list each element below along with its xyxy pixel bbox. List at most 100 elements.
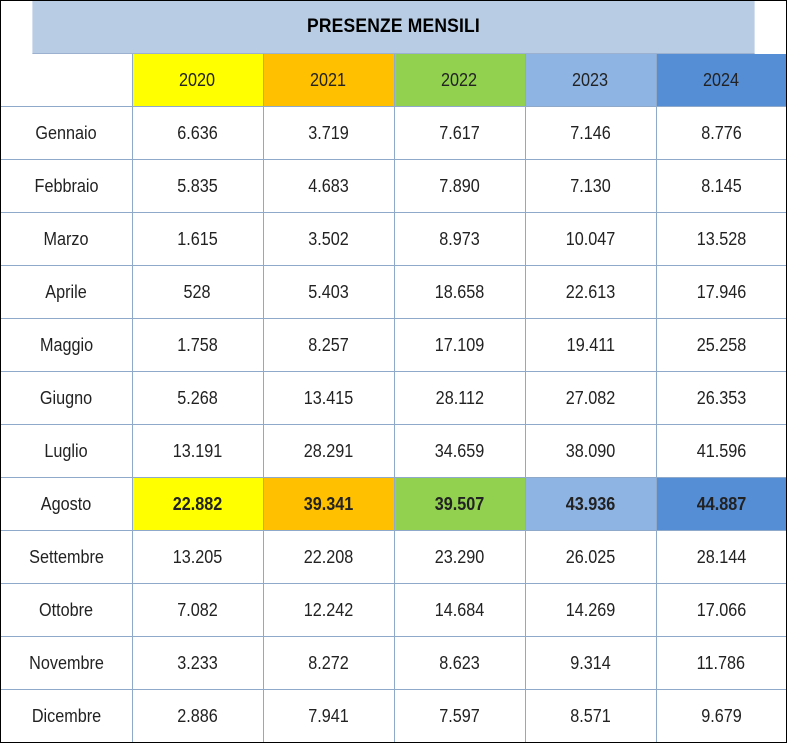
value-cell: 7.597 [393, 689, 526, 742]
value-text: 43.936 [565, 493, 616, 514]
month-label: Giugno [40, 387, 93, 408]
value-text: 27.082 [565, 387, 616, 408]
value-text: 14.684 [434, 599, 485, 620]
value-cell: 8.571 [524, 689, 657, 742]
value-text: 13.205 [172, 546, 223, 567]
table-row: Gennaio 6.636 3.719 7.617 7.146 8.776 [1, 106, 786, 160]
value-text: 23.290 [434, 546, 485, 567]
value-text: 11.786 [697, 652, 746, 673]
value-cell: 13.415 [262, 371, 395, 425]
month-label: Luglio [44, 440, 88, 461]
value-text: 13.415 [303, 387, 354, 408]
value-cell: 5.268 [131, 371, 264, 425]
value-cell: 27.082 [524, 371, 657, 425]
value-cell: 6.636 [131, 106, 264, 160]
value-cell: 14.684 [393, 583, 526, 637]
value-cell: 10.047 [524, 212, 657, 266]
value-cell: 7.941 [262, 689, 395, 742]
corner-cell [1, 54, 133, 107]
month-label: Dicembre [31, 705, 101, 726]
table-row: Luglio 13.191 28.291 34.659 38.090 41.596 [1, 424, 786, 478]
month-cell: Novembre [1, 636, 133, 690]
value-cell: 8.973 [393, 212, 526, 266]
value-text: 25.258 [696, 334, 747, 355]
value-text: 9.314 [570, 652, 611, 673]
value-text: 17.109 [434, 334, 485, 355]
value-text: 28.144 [696, 546, 747, 567]
value-cell: 22.882 [131, 477, 264, 531]
table-body: 2020 2021 2022 2023 2024 Gennaio 6.636 3.719 7.6… [1, 54, 786, 742]
value-text: 7.130 [570, 175, 611, 196]
month-cell: Agosto [1, 477, 133, 531]
value-text: 19.411 [566, 334, 615, 355]
value-text: 13.191 [172, 440, 223, 461]
value-cell: 9.679 [655, 689, 786, 742]
value-text: 44.887 [696, 493, 747, 514]
value-text: 8.272 [308, 652, 349, 673]
value-text: 6.636 [177, 122, 218, 143]
month-label: Agosto [41, 493, 92, 514]
value-text: 1.615 [177, 228, 218, 249]
value-cell: 22.613 [524, 265, 657, 319]
table-row: Aprile 528 5.403 18.658 22.613 17.946 [1, 265, 786, 319]
value-text: 18.658 [434, 281, 485, 302]
value-cell: 28.144 [655, 530, 786, 584]
year-header-label: 2020 [179, 69, 216, 90]
value-cell: 13.205 [131, 530, 264, 584]
year-header-2020: 2020 [131, 54, 264, 107]
value-cell: 13.528 [655, 212, 786, 266]
year-header-2021: 2021 [262, 54, 395, 107]
month-cell: Dicembre [1, 689, 133, 742]
value-text: 8.776 [700, 122, 742, 143]
value-cell: 28.112 [393, 371, 526, 425]
year-header-label: 2021 [310, 69, 347, 90]
value-cell: 28.291 [262, 424, 395, 478]
value-text: 34.659 [434, 440, 485, 461]
value-cell: 41.596 [655, 424, 786, 478]
value-cell: 5.835 [131, 159, 264, 213]
year-header-2022: 2022 [393, 54, 526, 107]
month-cell: Febbraio [1, 159, 133, 213]
value-text: 10.047 [565, 228, 616, 249]
value-text: 17.946 [696, 281, 747, 302]
month-label: Gennaio [35, 122, 97, 143]
month-cell: Settembre [1, 530, 133, 584]
value-text: 3.233 [177, 652, 218, 673]
table-row: Febbraio 5.835 4.683 7.890 7.130 8.145 [1, 159, 786, 213]
month-cell: Maggio [1, 318, 133, 372]
header-row: 2020 2021 2022 2023 2024 [1, 54, 786, 107]
value-cell: 19.411 [524, 318, 657, 372]
value-text: 26.025 [565, 546, 616, 567]
month-cell: Gennaio [1, 106, 133, 160]
value-cell: 17.066 [655, 583, 786, 637]
value-text: 3.502 [308, 228, 349, 249]
year-header-2023: 2023 [524, 54, 657, 107]
year-header-label: 2024 [703, 69, 740, 90]
value-text: 7.890 [439, 175, 480, 196]
value-cell: 1.615 [131, 212, 264, 266]
month-label: Febbraio [34, 175, 99, 196]
value-text: 1.758 [177, 334, 218, 355]
value-text: 8.571 [570, 705, 611, 726]
value-text: 7.146 [570, 122, 611, 143]
table-row: Agosto 22.882 39.341 39.507 43.936 44.887 [1, 477, 786, 531]
value-cell: 8.257 [262, 318, 395, 372]
value-text: 7.617 [439, 122, 480, 143]
value-cell: 23.290 [393, 530, 526, 584]
month-label: Marzo [43, 228, 89, 249]
value-cell: 9.314 [524, 636, 657, 690]
value-cell: 39.507 [393, 477, 526, 531]
table-row: Maggio 1.758 8.257 17.109 19.411 25.258 [1, 318, 786, 372]
value-cell: 34.659 [393, 424, 526, 478]
value-text: 2.886 [177, 705, 218, 726]
table-row: Giugno 5.268 13.415 28.112 27.082 26.353 [1, 371, 786, 425]
value-cell: 8.776 [655, 106, 786, 160]
value-cell: 38.090 [524, 424, 657, 478]
month-cell: Ottobre [1, 583, 133, 637]
value-cell: 3.502 [262, 212, 395, 266]
value-text: 8.623 [439, 652, 480, 673]
year-header-2024: 2024 [655, 54, 786, 107]
monthly-attendance-table: 2020 2021 2022 2023 2024 Gennaio 6.636 3.719 7.6… [1, 54, 786, 742]
month-label: Ottobre [39, 599, 94, 620]
